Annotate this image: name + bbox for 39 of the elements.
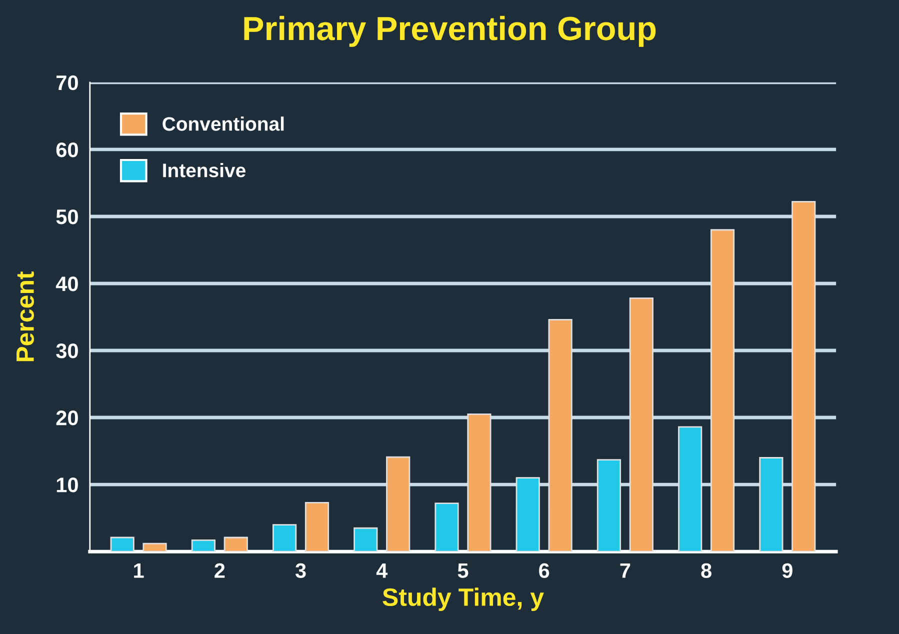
bar	[710, 229, 735, 552]
x-tick-label: 8	[701, 563, 712, 578]
y-tick-label: 70	[56, 75, 78, 90]
y-tick-label: 10	[56, 478, 78, 492]
bar	[678, 426, 702, 552]
y-tick-label: 40	[56, 276, 78, 292]
x-tick-label: 4	[376, 563, 388, 578]
x-tick-label: 2	[214, 563, 225, 578]
x-tick-label: 3	[295, 563, 306, 578]
legend-label: Conventional	[162, 116, 284, 131]
x-tick-label: 1	[134, 563, 144, 578]
bar	[467, 413, 492, 552]
x-axis-title: Study Time, y	[382, 588, 544, 611]
bar	[272, 524, 297, 552]
bar	[110, 536, 134, 552]
x-tick-label: 7	[620, 563, 630, 578]
x-tick-label: 9	[782, 563, 792, 578]
y-tick-label: 30	[56, 344, 78, 358]
bar	[386, 456, 410, 552]
legend-label: Intensive	[163, 163, 246, 178]
y-axis-title: Percent	[16, 271, 34, 362]
bar	[548, 318, 572, 552]
bar	[596, 459, 622, 552]
bar	[304, 502, 330, 552]
bar	[516, 477, 540, 552]
bar	[434, 502, 459, 552]
x-tick-label: 5	[458, 563, 468, 578]
y-tick-label: 20	[56, 410, 78, 426]
bar	[792, 201, 816, 552]
chart-title: Primary Prevention Group	[244, 16, 656, 47]
bar	[759, 457, 784, 552]
bar	[629, 298, 654, 552]
bar	[224, 536, 248, 552]
y-tick-label: 60	[56, 142, 78, 158]
bar	[354, 527, 378, 552]
bar	[191, 539, 216, 552]
bar	[142, 542, 167, 552]
x-tick-label: 6	[539, 563, 550, 578]
y-tick-label: 50	[56, 209, 78, 224]
